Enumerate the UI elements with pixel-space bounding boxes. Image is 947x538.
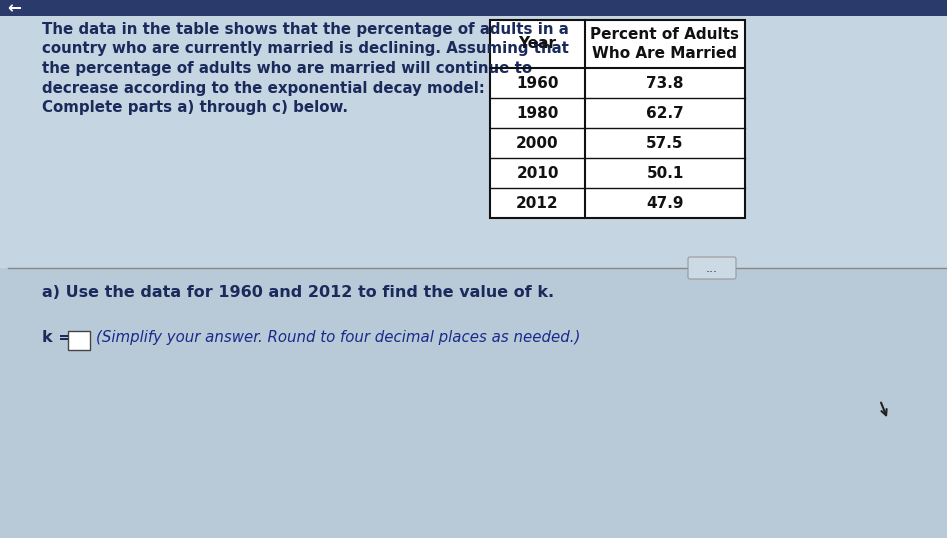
Text: decrease according to the exponential decay model:: decrease according to the exponential de… <box>42 81 485 96</box>
Text: The data in the table shows that the percentage of adults in a: The data in the table shows that the per… <box>42 22 569 37</box>
Text: k =: k = <box>42 330 72 345</box>
Text: 47.9: 47.9 <box>646 195 684 210</box>
Text: Year: Year <box>519 37 557 52</box>
Text: 50.1: 50.1 <box>646 166 684 181</box>
Text: 73.8: 73.8 <box>646 75 684 90</box>
Text: 2012: 2012 <box>516 195 559 210</box>
Bar <box>0 0 947 16</box>
Bar <box>0 16 947 268</box>
Text: 1960: 1960 <box>516 75 559 90</box>
Bar <box>0 268 947 538</box>
Bar <box>490 20 745 218</box>
Text: 2000: 2000 <box>516 136 559 151</box>
Bar <box>68 331 90 350</box>
Text: Percent of Adults
Who Are Married: Percent of Adults Who Are Married <box>591 27 740 61</box>
Text: a) Use the data for 1960 and 2012 to find the value of k.: a) Use the data for 1960 and 2012 to fin… <box>42 285 554 300</box>
Text: Complete parts a) through c) below.: Complete parts a) through c) below. <box>42 100 348 115</box>
Text: 1980: 1980 <box>516 105 559 121</box>
FancyBboxPatch shape <box>688 257 736 279</box>
Text: 62.7: 62.7 <box>646 105 684 121</box>
Text: country who are currently married is declining. Assuming that: country who are currently married is dec… <box>42 41 569 56</box>
Text: the percentage of adults who are married will continue to: the percentage of adults who are married… <box>42 61 532 76</box>
Text: (Simplify your answer. Round to four decimal places as needed.): (Simplify your answer. Round to four dec… <box>96 330 581 345</box>
Text: 57.5: 57.5 <box>646 136 684 151</box>
Text: ←: ← <box>7 0 21 17</box>
Text: ...: ... <box>706 261 718 274</box>
Text: 2010: 2010 <box>516 166 559 181</box>
